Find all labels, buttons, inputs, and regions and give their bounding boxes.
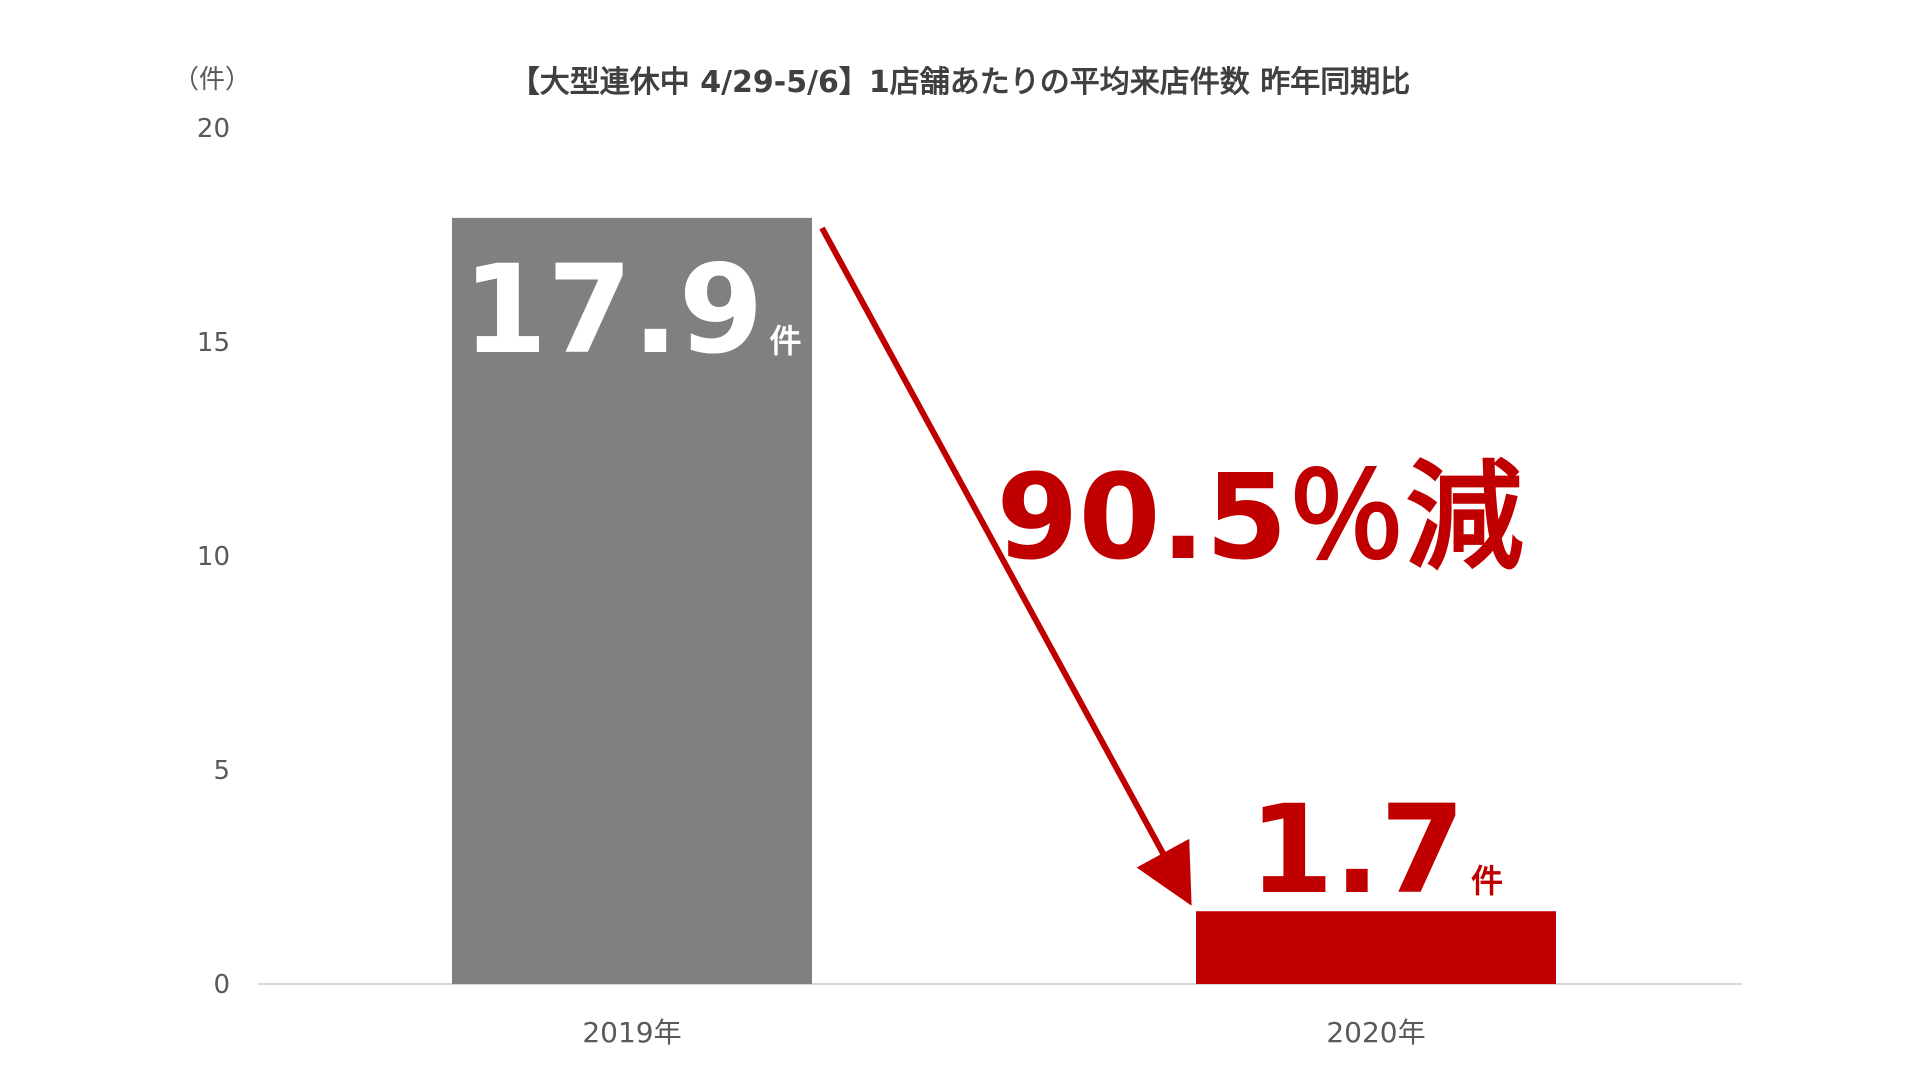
- x-tick-label: 2020年: [1326, 1016, 1425, 1049]
- x-axis: 2019年 2020年: [582, 1016, 1425, 1049]
- bars: [452, 217, 1556, 984]
- chart-title: 【大型連休中 4/29-5/6】1店舗あたりの平均来店件数 昨年同期比: [510, 65, 1411, 100]
- y-tick-label: 0: [213, 970, 230, 1000]
- bar: [1196, 911, 1556, 984]
- y-axis-unit-label: （件）: [173, 65, 251, 95]
- x-tick-label: 2019年: [582, 1016, 681, 1049]
- bar: [452, 217, 812, 984]
- decrease-arrow: [819, 226, 1192, 906]
- data-label-value: 1.7: [1249, 779, 1465, 921]
- data-label: 17.9 件: [462, 239, 801, 381]
- data-label-unit: 件: [770, 322, 802, 360]
- data-label-value: 17.9: [462, 239, 763, 381]
- y-tick-label: 10: [197, 542, 230, 572]
- y-axis: 0 5 10 15 20: [197, 114, 230, 1000]
- y-tick-label: 15: [197, 328, 230, 358]
- data-labels: 17.9 件1.7 件: [462, 239, 1503, 921]
- data-label-unit: 件: [1471, 862, 1503, 900]
- y-tick-label: 20: [197, 114, 230, 144]
- decrease-annotation: 90.5％減: [996, 448, 1523, 586]
- data-label: 1.7 件: [1249, 779, 1503, 921]
- y-tick-label: 5: [213, 756, 230, 786]
